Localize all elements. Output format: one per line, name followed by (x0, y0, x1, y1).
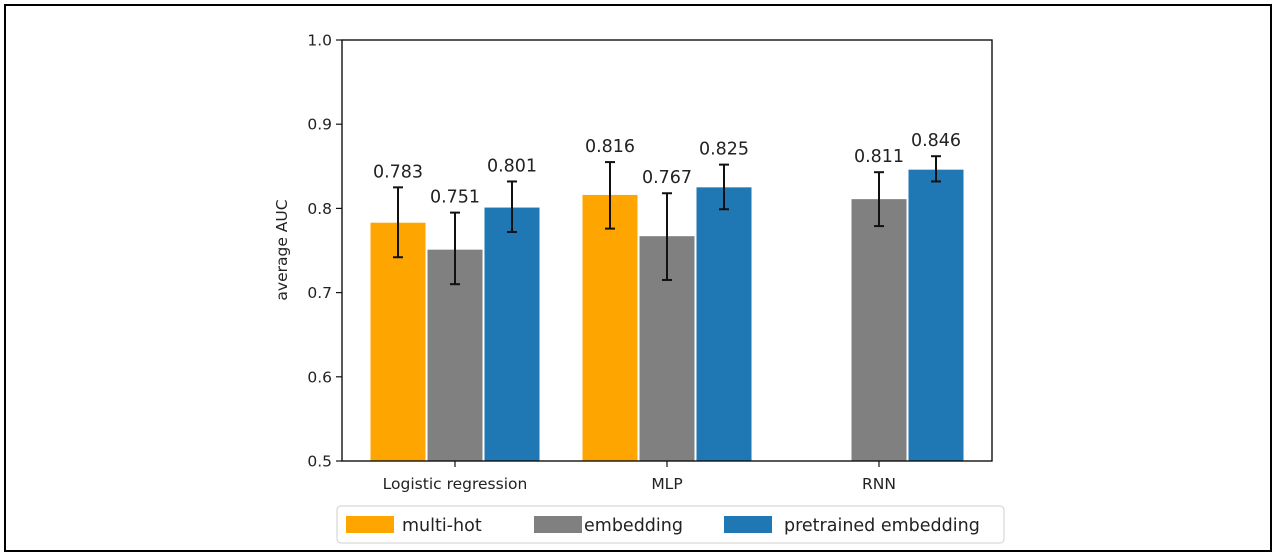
error-bar-2-0 (507, 180, 517, 233)
legend-swatch-multi-hot (346, 516, 394, 533)
y-tick-label: 0.7 (307, 284, 332, 302)
bar-value-label: 0.751 (430, 188, 480, 208)
y-tick-label: 0.6 (307, 368, 332, 386)
error-bars-layer (393, 155, 941, 286)
error-bar-1-2 (874, 171, 884, 228)
y-tick-label: 0.8 (307, 200, 332, 218)
legend-swatch-pretrained-embedding (724, 516, 772, 533)
bar-pretrained-embedding-1 (696, 187, 752, 461)
bar-pretrained-embedding-2 (908, 169, 964, 461)
error-bar-1-0 (450, 211, 460, 286)
bar-pretrained-embedding-0 (484, 207, 540, 461)
bar-value-label: 0.801 (487, 156, 537, 176)
bar-value-label: 0.825 (699, 140, 749, 160)
legend-label: embedding (584, 516, 683, 536)
error-bar-0-1 (605, 161, 615, 230)
legend-label: pretrained embedding (784, 516, 980, 536)
bar-value-label: 0.783 (373, 162, 423, 182)
legend: multi-hot embedding pretrained embedding (336, 505, 1005, 544)
x-tick-label: RNN (862, 475, 896, 493)
y-tick-label: 0.9 (307, 116, 332, 134)
y-axis-title: average AUC (273, 199, 291, 300)
bars-layer (370, 169, 964, 462)
error-bar-1-1 (662, 192, 672, 281)
error-bar-0-0 (393, 186, 403, 259)
error-bar-2-2 (931, 155, 941, 183)
y-tick-label: 1.0 (307, 32, 332, 50)
bar-embedding-2 (851, 199, 907, 461)
bar-labels-layer: 0.783 0.816 0.751 0.767 0.811 0.801 0.825 0.846 (373, 131, 961, 207)
error-bar-2-1 (719, 163, 729, 211)
legend-label: multi-hot (402, 516, 482, 536)
bar-multi-hot-0 (370, 222, 426, 461)
bar-value-label: 0.846 (911, 131, 961, 151)
bar-value-label: 0.767 (642, 168, 692, 188)
y-tick-label: 0.5 (307, 453, 332, 471)
bar-multi-hot-1 (582, 194, 638, 462)
x-tick-label: MLP (651, 475, 682, 493)
figure-frame (4, 4, 1272, 552)
bar-value-label: 0.811 (854, 147, 904, 167)
legend-box (336, 505, 1005, 544)
bar-value-label: 0.816 (585, 137, 635, 157)
legend-swatch-embedding (534, 516, 582, 533)
axes-layer: 0.5 0.6 0.7 0.8 0.9 1.0 Logistic regression MLP… (307, 32, 993, 493)
x-tick-label: Logistic regression (383, 475, 528, 493)
